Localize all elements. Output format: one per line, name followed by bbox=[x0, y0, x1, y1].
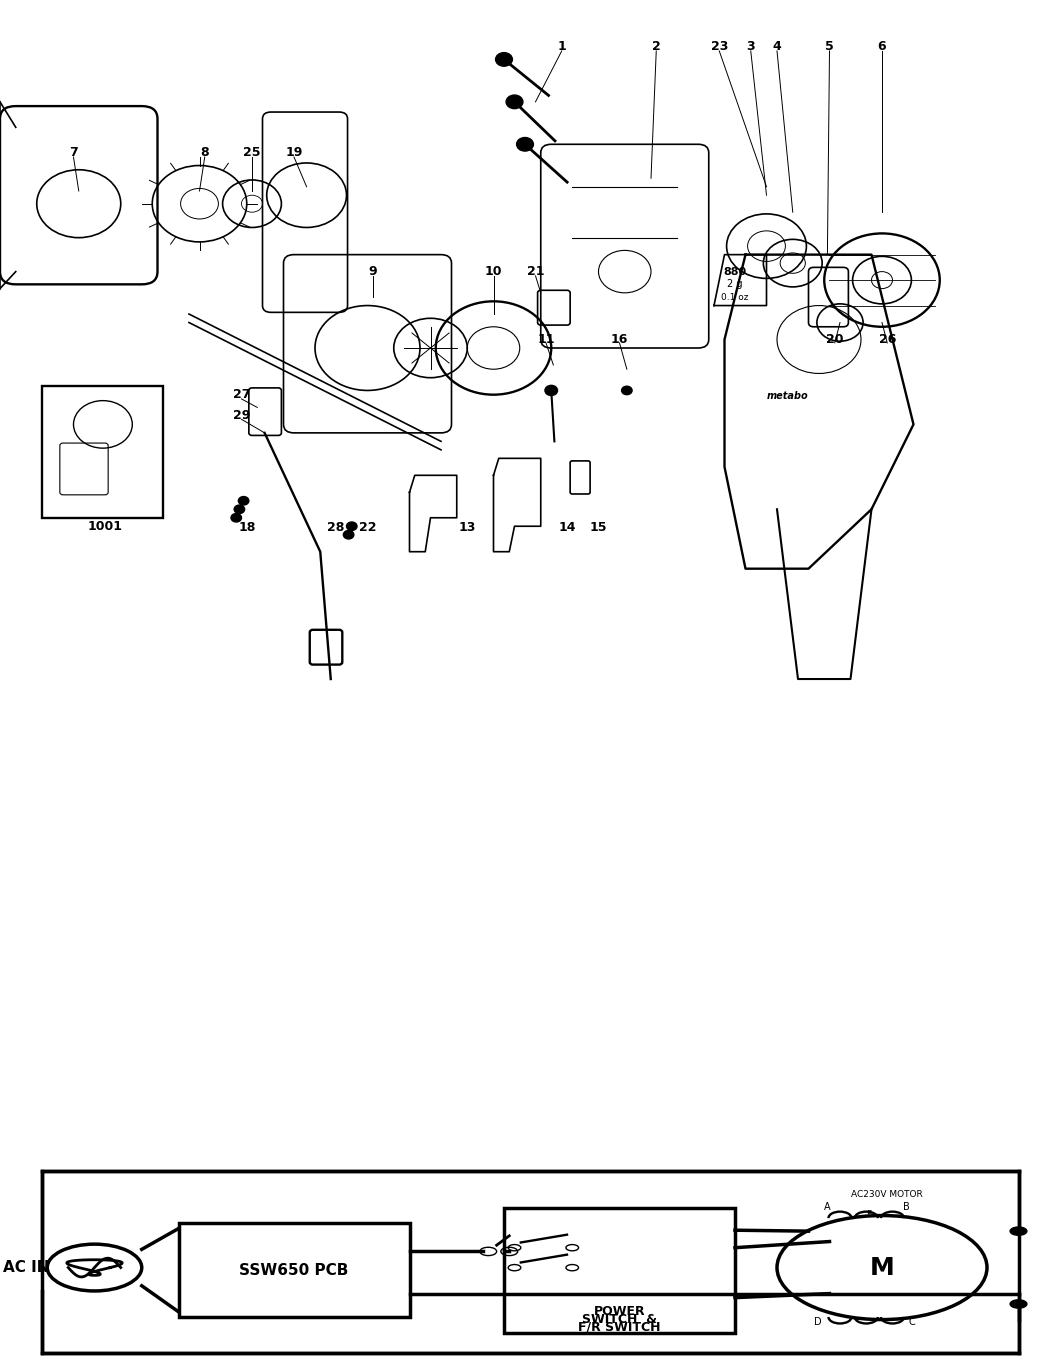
Text: 7: 7 bbox=[69, 146, 78, 159]
Text: 19: 19 bbox=[286, 146, 302, 159]
Text: 26: 26 bbox=[879, 333, 896, 346]
Circle shape bbox=[234, 505, 245, 513]
Text: 2: 2 bbox=[652, 40, 660, 53]
Circle shape bbox=[496, 52, 512, 66]
Text: A: A bbox=[824, 1202, 831, 1213]
Circle shape bbox=[238, 497, 249, 505]
Text: D: D bbox=[814, 1317, 821, 1327]
Bar bbox=[42, 1172, 1018, 1354]
Text: 6: 6 bbox=[878, 40, 886, 53]
Text: 1: 1 bbox=[558, 40, 566, 53]
Text: 29: 29 bbox=[233, 409, 250, 423]
Text: AC IN: AC IN bbox=[3, 1259, 49, 1275]
Text: 4: 4 bbox=[773, 40, 781, 53]
Text: 8: 8 bbox=[201, 146, 209, 159]
Text: 0.1 oz: 0.1 oz bbox=[721, 293, 749, 301]
Text: 21: 21 bbox=[527, 266, 544, 278]
Text: 9: 9 bbox=[369, 266, 377, 278]
Bar bbox=[504, 1207, 735, 1332]
Text: 14: 14 bbox=[559, 522, 575, 534]
Text: 28: 28 bbox=[328, 522, 344, 534]
Text: C: C bbox=[908, 1317, 915, 1327]
Text: POWER: POWER bbox=[593, 1305, 646, 1318]
Text: 2 g: 2 g bbox=[728, 279, 742, 289]
Text: E: E bbox=[866, 1210, 872, 1218]
Text: 1001: 1001 bbox=[87, 520, 123, 533]
Text: 20: 20 bbox=[826, 333, 843, 346]
Text: M: M bbox=[869, 1255, 895, 1280]
Circle shape bbox=[343, 530, 354, 539]
Text: SSW650 PCB: SSW650 PCB bbox=[239, 1262, 349, 1277]
Bar bbox=[178, 1224, 410, 1317]
Circle shape bbox=[506, 94, 523, 108]
Circle shape bbox=[1010, 1227, 1027, 1235]
Circle shape bbox=[517, 137, 533, 151]
Circle shape bbox=[231, 513, 242, 522]
Text: metabo: metabo bbox=[766, 392, 808, 401]
Text: 25: 25 bbox=[244, 146, 260, 159]
Text: 11: 11 bbox=[538, 333, 554, 346]
Circle shape bbox=[346, 522, 357, 531]
Text: 10: 10 bbox=[485, 266, 502, 278]
Text: 27: 27 bbox=[233, 389, 250, 401]
Text: 18: 18 bbox=[238, 522, 255, 534]
Text: 22: 22 bbox=[359, 522, 376, 534]
Text: 880: 880 bbox=[723, 267, 747, 277]
Text: AC230V MOTOR: AC230V MOTOR bbox=[852, 1190, 923, 1199]
Circle shape bbox=[622, 386, 632, 394]
Text: 23: 23 bbox=[711, 40, 728, 53]
Circle shape bbox=[1010, 1299, 1027, 1309]
Circle shape bbox=[545, 385, 558, 396]
Text: 16: 16 bbox=[611, 333, 628, 346]
Text: F/R SWITCH: F/R SWITCH bbox=[579, 1321, 660, 1333]
Text: 15: 15 bbox=[590, 522, 607, 534]
Text: SWITCH  &: SWITCH & bbox=[582, 1313, 657, 1327]
Text: 13: 13 bbox=[459, 522, 476, 534]
Text: 5: 5 bbox=[825, 40, 834, 53]
Text: B: B bbox=[903, 1202, 909, 1213]
Text: 3: 3 bbox=[747, 40, 755, 53]
